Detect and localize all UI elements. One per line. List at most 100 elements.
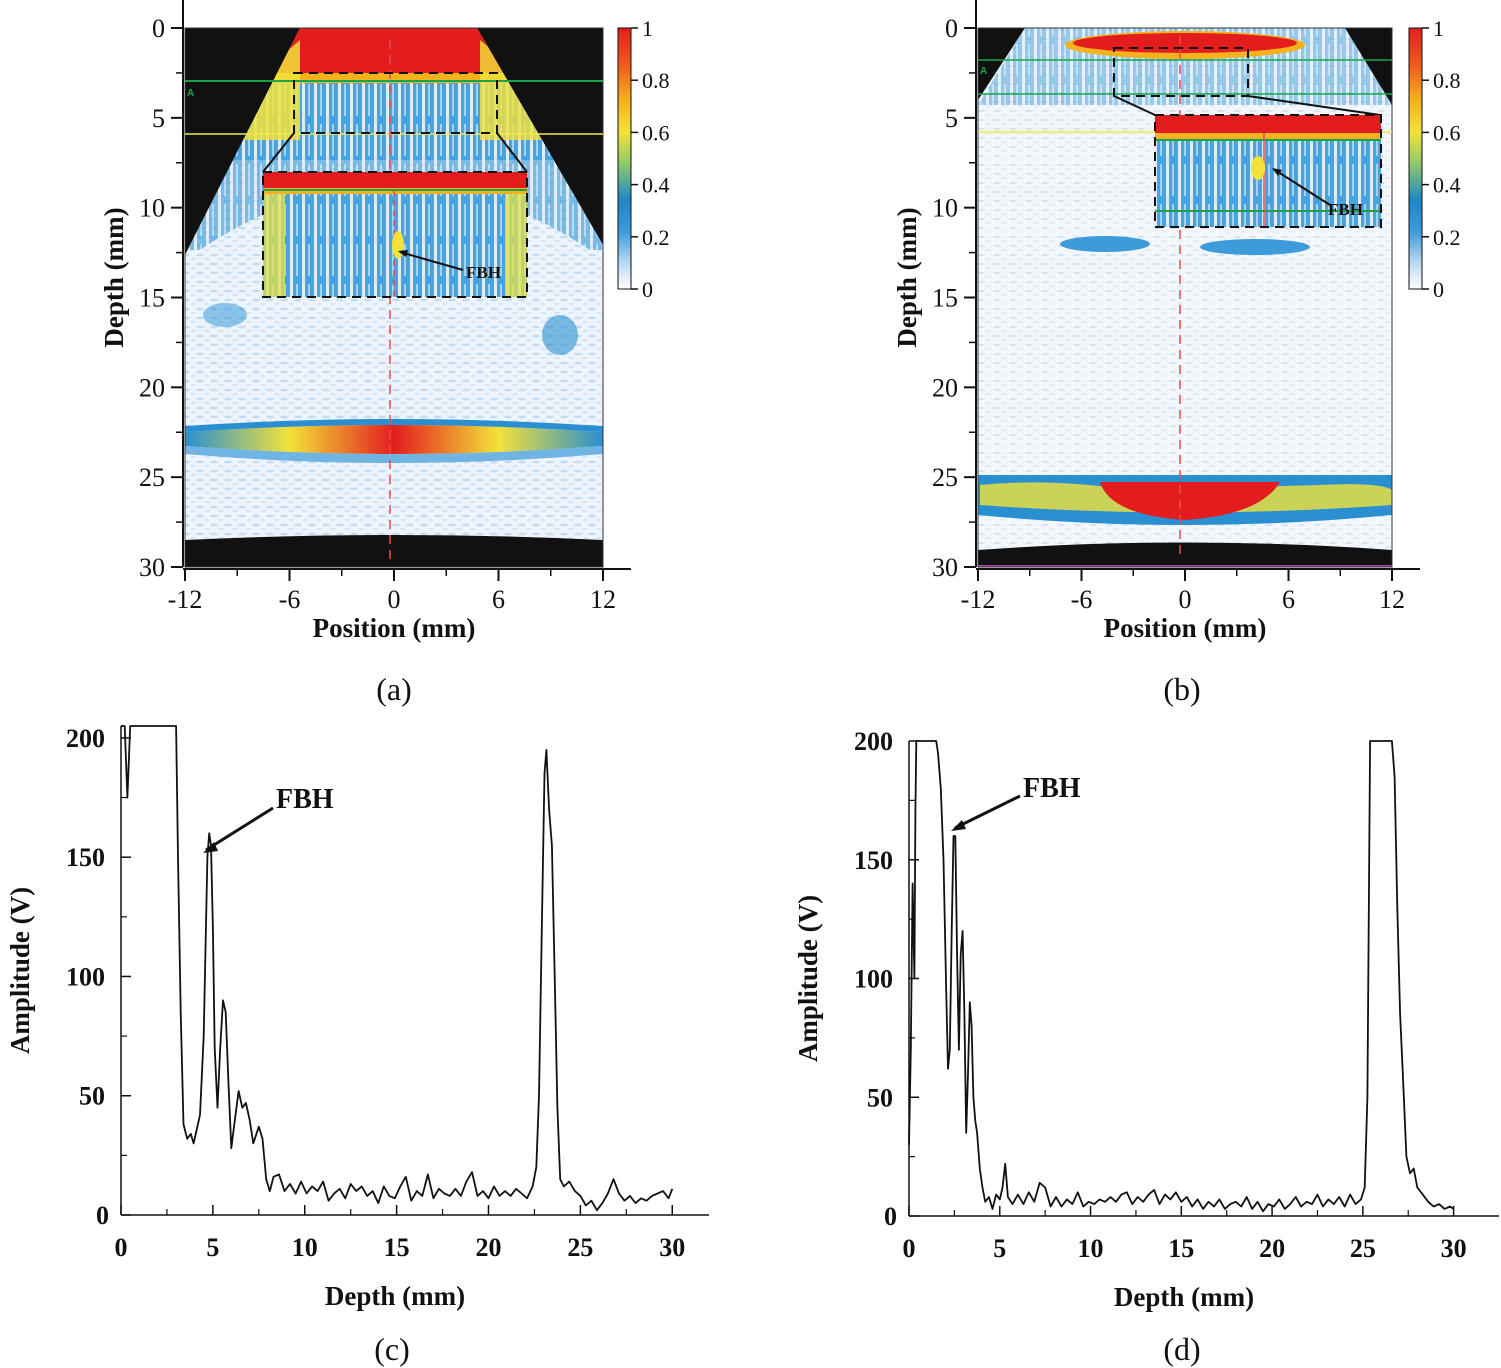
series-line-d [908, 740, 1455, 1213]
y-tick-label-d: 50 [867, 1083, 893, 1112]
gate-label-a: A [187, 88, 194, 99]
x-tick-label-a: 0 [388, 585, 401, 614]
axes-c: 0 50 100 150 200 0 5 10 15 20 25 30 Depth (mm) Amplit… [5, 724, 709, 1311]
colorbar-tick-label-b: 1 [1433, 16, 1444, 41]
fbh-arrow-d [954, 794, 1021, 830]
y-axis-label-a: Depth (mm) [99, 207, 129, 347]
inset-b: FBH [1154, 114, 1382, 228]
y-axis-label-b: Depth (mm) [892, 207, 922, 347]
y-axis-label-c: Amplitude (V) [5, 887, 35, 1054]
panel-c: 0 50 100 150 200 0 5 10 15 20 25 30 Depth (mm) Amplit… [5, 724, 709, 1367]
y-tick-label-c: 150 [66, 843, 105, 872]
x-axis-label-d: Depth (mm) [1114, 1282, 1254, 1312]
colorbar-tick-label-b: 0.2 [1433, 225, 1461, 250]
x-tick-label-d: 20 [1259, 1234, 1285, 1263]
fbh-arrow-c [205, 806, 274, 852]
x-tick-label-b: -12 [961, 585, 996, 614]
axes-b: 0 5 10 15 20 25 30-12 -6 0 6 12 Position (mm) Depth … [892, 0, 1420, 643]
y-tick-label-b: 5 [945, 104, 958, 133]
x-axis-label-a: Position (mm) [313, 613, 476, 643]
zoom-connector-b-right [1247, 95, 1381, 116]
inset-a: FBH [262, 171, 528, 298]
caption-a: (a) [376, 671, 412, 707]
y-tick-label-a: 0 [152, 14, 165, 43]
y-tick-label-d: 150 [854, 846, 893, 875]
y-tick-label-b: 10 [932, 194, 958, 223]
colorbar-tick-label-a: 0.6 [642, 120, 670, 145]
colorbar-tick-label-b: 0.8 [1433, 68, 1461, 93]
panel-d: 0 50 100 150 200 0 5 10 15 20 25 30 Depth (mm) Amplit… [793, 727, 1499, 1367]
fbh-label-d: FBH [1023, 773, 1081, 804]
x-tick-label-d: 10 [1078, 1234, 1104, 1263]
x-tick-label-b: 0 [1179, 585, 1192, 614]
y-axis-label-d: Amplitude (V) [793, 895, 823, 1062]
y-tick-label-c: 50 [79, 1082, 105, 1111]
y-tick-label-b: 15 [932, 284, 958, 313]
x-tick-label-c: 0 [115, 1233, 128, 1262]
heatmap-a-frame [184, 27, 604, 568]
x-tick-label-a: 6 [492, 585, 505, 614]
x-tick-label-c: 10 [292, 1233, 318, 1262]
colorbar-a: 0 0.2 0.4 0.6 0.8 1 [617, 16, 670, 302]
colorbar-tick-label-a: 0.2 [642, 225, 670, 250]
y-tick-label-c: 200 [66, 724, 105, 753]
y-tick-label-d: 100 [854, 965, 893, 994]
x-tick-label-d: 5 [993, 1234, 1006, 1263]
x-axis-label-b: Position (mm) [1104, 613, 1267, 643]
x-tick-label-c: 30 [659, 1233, 685, 1262]
heatmap-b-image [978, 28, 1392, 567]
zoom-region-b [1113, 47, 1249, 97]
y-tick-label-a: 30 [139, 553, 165, 582]
x-tick-label-c: 25 [567, 1233, 593, 1262]
fbh-label-a: FBH [466, 263, 501, 282]
x-tick-label-b: 6 [1282, 585, 1295, 614]
y-tick-label-b: 20 [932, 373, 958, 402]
y-tick-label-a: 5 [152, 104, 165, 133]
y-tick-label-b: 30 [932, 553, 958, 582]
colorbar-tick-label-b: 0 [1433, 277, 1444, 302]
x-tick-label-c: 5 [206, 1233, 219, 1262]
colorbar-tick-label-b: 0.6 [1433, 120, 1461, 145]
x-tick-label-d: 15 [1168, 1234, 1194, 1263]
y-tick-label-d: 0 [884, 1202, 897, 1231]
x-tick-label-b: 12 [1379, 585, 1405, 614]
x-tick-label-d: 25 [1350, 1234, 1376, 1263]
colorbar-tick-label-a: 0.8 [642, 68, 670, 93]
zoom-connector-a-left [262, 132, 295, 173]
x-tick-label-c: 20 [476, 1233, 502, 1262]
y-tick-label-c: 0 [96, 1201, 109, 1230]
zoom-connector-b-left [1113, 95, 1156, 116]
zoom-connector-a-right [496, 132, 528, 173]
axes-d: 0 50 100 150 200 0 5 10 15 20 25 30 Depth (mm) Amplit… [793, 727, 1499, 1312]
colorbar-tick-label-b: 0.4 [1433, 173, 1461, 198]
heatmap-b-frame [977, 27, 1393, 568]
x-axis-label-c: Depth (mm) [325, 1281, 465, 1311]
caption-b: (b) [1163, 671, 1200, 707]
colorbar-b: 0 0.2 0.4 0.6 0.8 1 [1408, 16, 1461, 302]
y-tick-label-b: 25 [932, 463, 958, 492]
colorbar-tick-label-a: 0 [642, 277, 653, 302]
gate-label-b: A [980, 66, 987, 77]
colorbar-tick-label-a: 1 [642, 16, 653, 41]
fbh-label-c: FBH [276, 784, 334, 815]
x-tick-label-b: -6 [1071, 585, 1093, 614]
x-tick-label-a: -6 [279, 585, 301, 614]
y-tick-label-c: 100 [66, 962, 105, 991]
zoom-region-a [293, 72, 498, 134]
fbh-arrowhead-d [951, 820, 966, 831]
caption-c: (c) [374, 1331, 410, 1367]
x-tick-label-d: 0 [903, 1234, 916, 1263]
axes-a: 0 5 10 15 20 25 30-12 -6 0 6 12 Position (mm) Depth … [99, 0, 631, 643]
fbh-arrowhead-c [203, 842, 218, 853]
x-tick-label-c: 15 [384, 1233, 410, 1262]
y-tick-label-a: 25 [139, 463, 165, 492]
colorbar-tick-label-a: 0.4 [642, 173, 670, 198]
panel-b: A FBH 0 5 10 15 20 25 30-12 -6 0 6 12 Position (mm)… [892, 0, 1461, 707]
x-tick-label-a: -12 [168, 585, 203, 614]
series-line-c [121, 725, 674, 1212]
y-tick-label-d: 200 [854, 727, 893, 756]
x-tick-label-d: 30 [1441, 1234, 1467, 1263]
y-tick-label-a: 10 [139, 194, 165, 223]
